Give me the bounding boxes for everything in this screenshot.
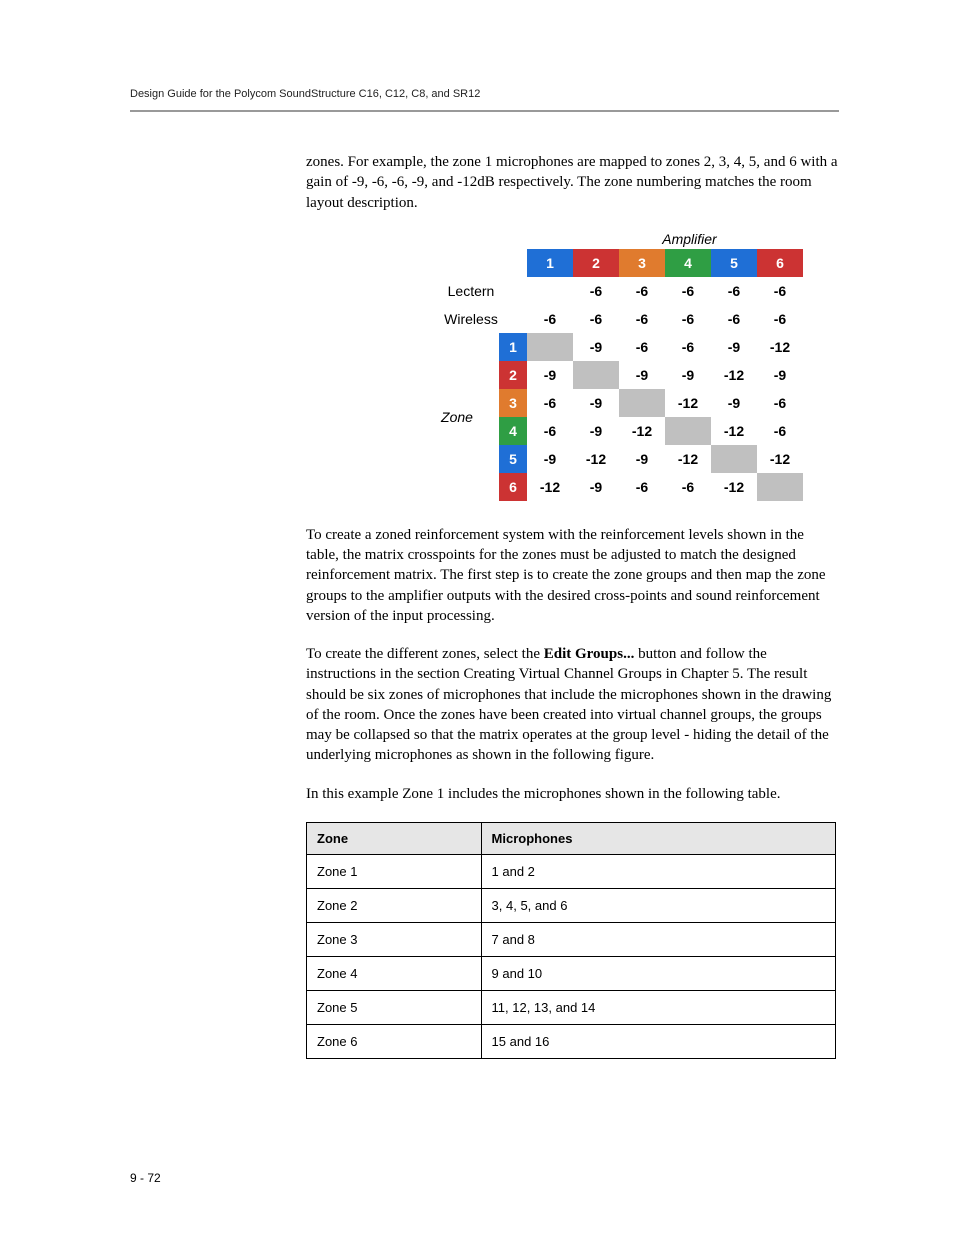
matrix-cell: -6	[573, 277, 619, 305]
matrix-cell: -12	[573, 445, 619, 473]
zone-table-cell: Zone 1	[307, 854, 482, 888]
matrix-cell: -9	[527, 361, 573, 389]
matrix-cell: -6	[665, 473, 711, 501]
p3-part-c: button and follow the instructions in th…	[306, 646, 831, 763]
matrix-cell: -12	[711, 361, 757, 389]
edit-groups-label: Edit Groups...	[544, 646, 635, 662]
matrix-cell	[573, 361, 619, 389]
matrix-cell: -12	[665, 445, 711, 473]
matrix-col-header: 2	[573, 249, 619, 277]
matrix-cell: -6	[527, 417, 573, 445]
matrix-cell: -6	[711, 277, 757, 305]
matrix-cell: -9	[619, 445, 665, 473]
matrix-cell: -6	[711, 305, 757, 333]
page-number: 9 - 72	[130, 1171, 161, 1185]
paragraph-3: To create the different zones, select th…	[306, 644, 839, 766]
zone-table-cell: Zone 6	[307, 1024, 482, 1058]
matrix-col-header: 1	[527, 249, 573, 277]
matrix-cell: -6	[527, 389, 573, 417]
matrix-cell: -9	[573, 417, 619, 445]
matrix-col-title: Amplifier	[540, 231, 839, 247]
matrix-cell: -9	[665, 361, 711, 389]
zone-table-cell: 9 and 10	[481, 956, 835, 990]
paragraph-4: In this example Zone 1 includes the micr…	[306, 784, 839, 804]
matrix-cell: -6	[665, 305, 711, 333]
matrix-cell: -9	[619, 361, 665, 389]
zone-table-cell: Zone 2	[307, 888, 482, 922]
matrix-cell: -6	[757, 305, 803, 333]
matrix-col-header: 5	[711, 249, 757, 277]
matrix-cell: -9	[573, 333, 619, 361]
matrix-cell: -9	[573, 473, 619, 501]
matrix-cell	[757, 473, 803, 501]
table-row: Zone 23, 4, 5, and 6	[307, 888, 836, 922]
matrix-cell: -6	[619, 277, 665, 305]
matrix-cell: -12	[665, 389, 711, 417]
zone-table-cell: 3, 4, 5, and 6	[481, 888, 835, 922]
table-row: Zone 37 and 8	[307, 922, 836, 956]
matrix-cell: -6	[619, 333, 665, 361]
matrix-cell: -9	[573, 389, 619, 417]
zone-table-cell: 1 and 2	[481, 854, 835, 888]
matrix-cell: -9	[711, 333, 757, 361]
matrix-cell: -6	[665, 333, 711, 361]
matrix-cell: -12	[711, 417, 757, 445]
zone-table-cell: Zone 5	[307, 990, 482, 1024]
matrix-cell: -9	[711, 389, 757, 417]
matrix-cell: -12	[757, 445, 803, 473]
matrix-cell: -6	[527, 305, 573, 333]
matrix-cell	[619, 389, 665, 417]
matrix-row-label: Wireless	[420, 305, 527, 333]
matrix-cell: -6	[757, 277, 803, 305]
matrix-row-header: 5	[499, 445, 527, 473]
matrix-cell: -6	[665, 277, 711, 305]
reinforcement-matrix: Amplifier 123456Lectern-6-6-6-6-6Wireles…	[420, 231, 839, 501]
running-header: Design Guide for the Polycom SoundStruct…	[130, 88, 839, 110]
matrix-col-header: 6	[757, 249, 803, 277]
matrix-cell: -12	[527, 473, 573, 501]
matrix-table: 123456Lectern-6-6-6-6-6Wireless-6-6-6-6-…	[420, 249, 803, 501]
matrix-cell: -12	[711, 473, 757, 501]
matrix-cell: -6	[573, 305, 619, 333]
matrix-row-header: 3	[499, 389, 527, 417]
matrix-col-header: 4	[665, 249, 711, 277]
matrix-cell	[711, 445, 757, 473]
matrix-cell: -6	[619, 473, 665, 501]
matrix-cell: -6	[619, 305, 665, 333]
zone-table-cell: 11, 12, 13, and 14	[481, 990, 835, 1024]
matrix-row-header: 1	[499, 333, 527, 361]
paragraph-1: zones. For example, the zone 1 microphon…	[306, 152, 839, 213]
zone-microphone-table: ZoneMicrophonesZone 11 and 2Zone 23, 4, …	[306, 822, 836, 1059]
paragraph-2: To create a zoned reinforcement system w…	[306, 525, 839, 626]
matrix-row-title: Zone	[420, 333, 499, 501]
matrix-col-header: 3	[619, 249, 665, 277]
table-row: Zone 511, 12, 13, and 14	[307, 990, 836, 1024]
matrix-cell: -12	[619, 417, 665, 445]
matrix-row-header: 2	[499, 361, 527, 389]
zone-table-header: Zone	[307, 822, 482, 854]
matrix-cell: -9	[757, 361, 803, 389]
matrix-cell	[527, 277, 573, 305]
matrix-cell: -12	[757, 333, 803, 361]
matrix-cell: -9	[527, 445, 573, 473]
zone-table-cell: Zone 4	[307, 956, 482, 990]
matrix-row-label: Lectern	[420, 277, 527, 305]
matrix-row-header: 4	[499, 417, 527, 445]
table-row: Zone 11 and 2	[307, 854, 836, 888]
matrix-cell: -6	[757, 389, 803, 417]
p3-part-a: To create the different zones, select th…	[306, 646, 544, 662]
zone-table-cell: Zone 3	[307, 922, 482, 956]
table-row: Zone 615 and 16	[307, 1024, 836, 1058]
table-row: Zone 49 and 10	[307, 956, 836, 990]
matrix-row-header: 6	[499, 473, 527, 501]
zone-table-header: Microphones	[481, 822, 835, 854]
page: Design Guide for the Polycom SoundStruct…	[0, 0, 954, 1235]
matrix-cell	[665, 417, 711, 445]
header-rule	[130, 110, 839, 112]
matrix-cell	[527, 333, 573, 361]
zone-table-cell: 7 and 8	[481, 922, 835, 956]
zone-table-cell: 15 and 16	[481, 1024, 835, 1058]
matrix-cell: -6	[757, 417, 803, 445]
